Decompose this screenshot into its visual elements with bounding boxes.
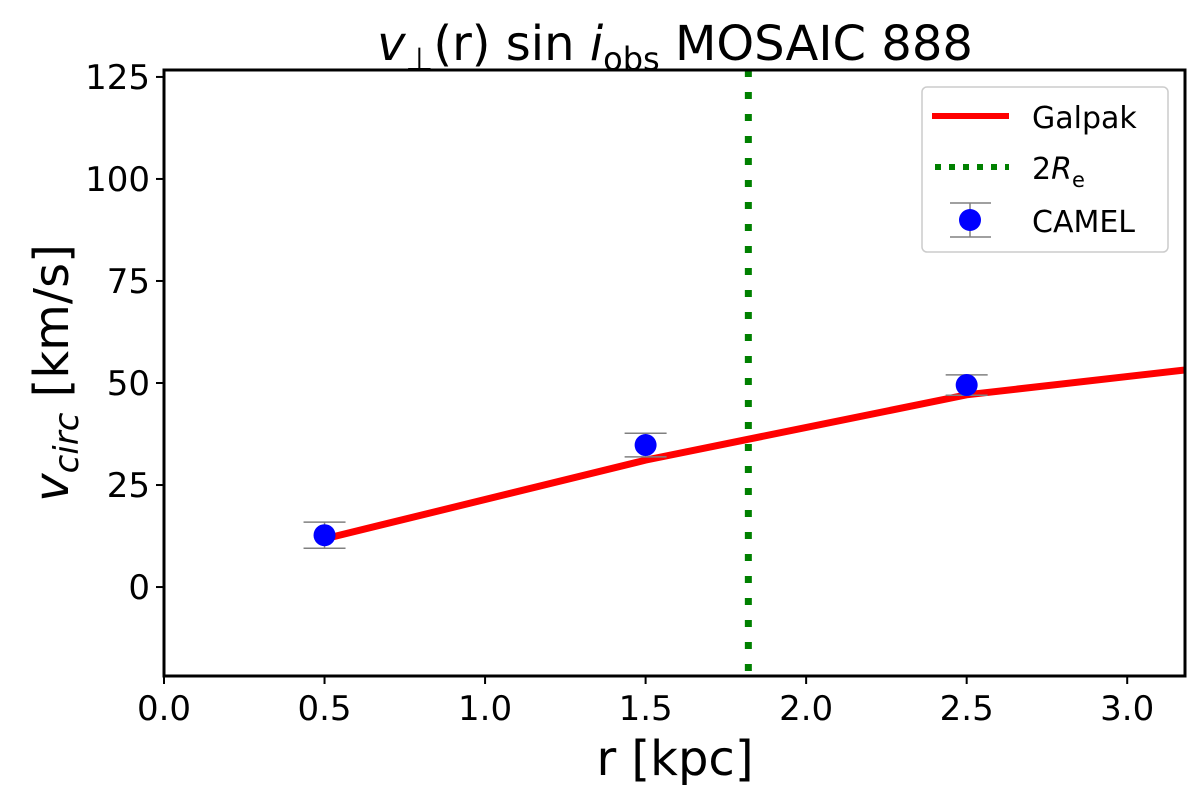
legend: Galpak 2Re CAMEL <box>921 86 1169 253</box>
camel-point <box>634 434 657 457</box>
legend-galpak-label: Galpak <box>1032 101 1137 136</box>
x-tick-label: 2.5 <box>940 689 994 729</box>
y-tick-label: 125 <box>85 58 150 98</box>
camel-point <box>313 524 336 547</box>
legend-camel-label: CAMEL <box>1032 205 1135 240</box>
y-tick-label: 100 <box>85 160 150 200</box>
legend-camel-swatch <box>950 202 991 238</box>
x-axis-label: r [kpc] <box>596 731 753 787</box>
x-tick-label: 2.0 <box>779 689 833 729</box>
y-tick-label: 50 <box>107 364 150 404</box>
x-tick-label: 1.0 <box>458 689 512 729</box>
x-tick-label: 3.0 <box>1100 689 1154 729</box>
legend-box <box>921 86 1169 253</box>
x-tick-label: 0.0 <box>137 689 191 729</box>
legend-2re-label: 2Re <box>1032 152 1085 192</box>
y-axis-label: vcirc [km/s] <box>24 244 87 502</box>
y-tick-label: 75 <box>107 262 150 302</box>
chart-title: v⊥(r) sin iobs MOSAIC 888 <box>377 16 973 78</box>
y-tick-label: 25 <box>107 466 150 506</box>
plot-area: 0.0 0.5 1.0 1.5 2.0 2.5 3.0 0 25 50 75 100 125 <box>85 58 1187 729</box>
x-tick-label: 0.5 <box>297 689 351 729</box>
galpak-line <box>323 366 1185 543</box>
camel-point <box>955 374 978 397</box>
x-tick-label: 1.5 <box>619 689 673 729</box>
plot-frame <box>162 68 1187 678</box>
y-tick-label: 0 <box>128 568 150 608</box>
